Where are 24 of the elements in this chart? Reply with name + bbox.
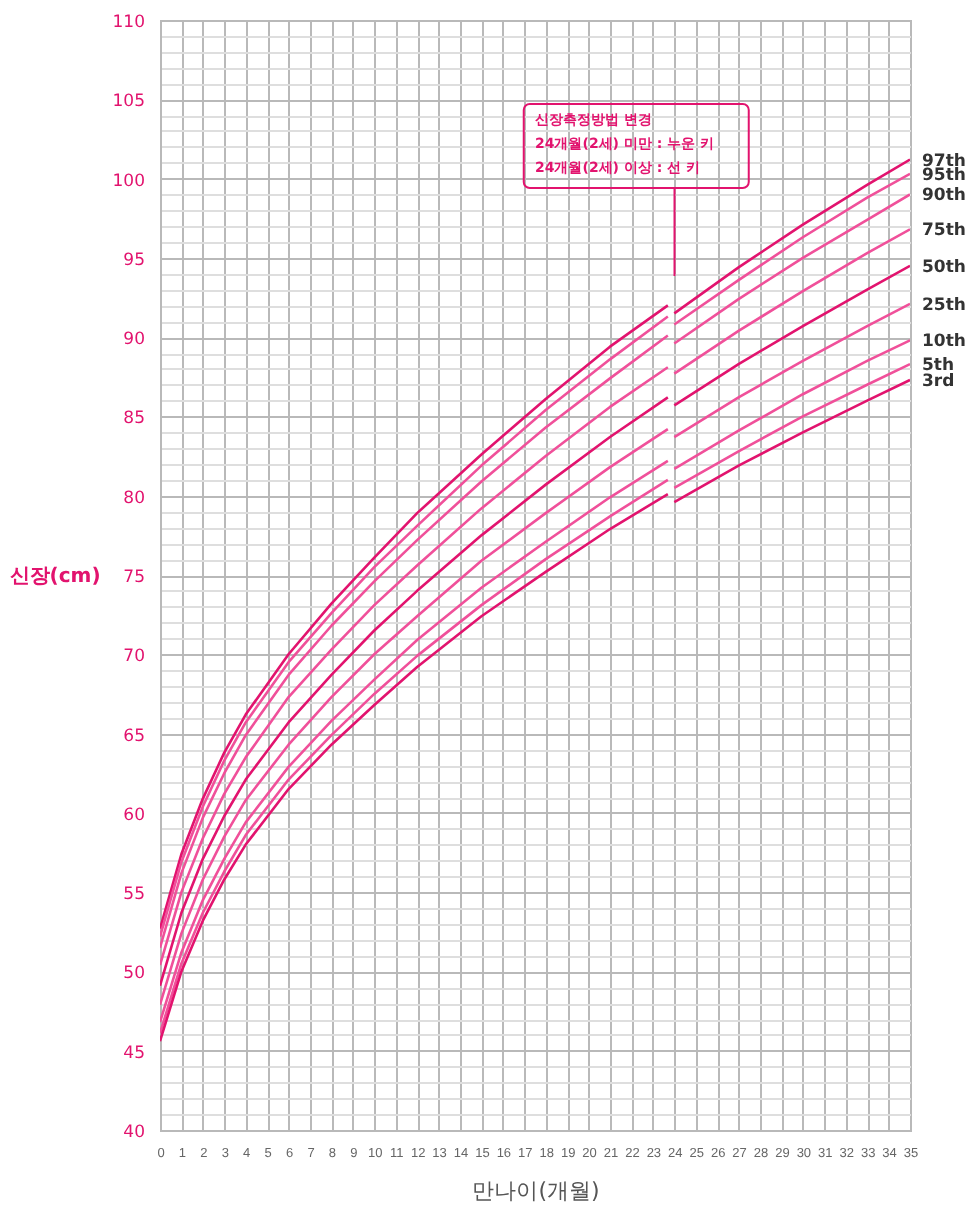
y-tick-label: 85 — [123, 409, 145, 430]
y-tick-label: 110 — [112, 13, 145, 33]
y-tick-label: 95 — [123, 250, 145, 271]
series-label: 10th — [922, 332, 966, 353]
series-label: 25th — [922, 295, 966, 316]
y-tick-label: 50 — [123, 964, 145, 985]
y-tick-label: 40 — [123, 1123, 145, 1143]
y-tick-label: 100 — [112, 171, 145, 192]
y-tick-label: 105 — [112, 92, 145, 113]
x-axis-title: 만나이(개월) — [472, 1178, 600, 1204]
series-label: 50th — [922, 257, 966, 278]
y-axis-title: 신장(cm) — [9, 566, 101, 588]
y-tick-label: 65 — [123, 726, 145, 747]
series-label: 75th — [922, 221, 966, 242]
y-tick-label: 75 — [123, 568, 145, 588]
series-label: 95th — [922, 165, 966, 186]
series-label: 90th — [922, 186, 966, 207]
y-tick-label: 90 — [123, 330, 145, 351]
y-tick-label: 80 — [123, 488, 145, 509]
y-tick-label: 45 — [123, 1043, 145, 1064]
y-tick-label: 70 — [123, 647, 145, 668]
y-tick-label: 55 — [123, 885, 145, 906]
y-tick-label: 60 — [123, 805, 145, 826]
series-label: 3rd — [922, 371, 955, 392]
